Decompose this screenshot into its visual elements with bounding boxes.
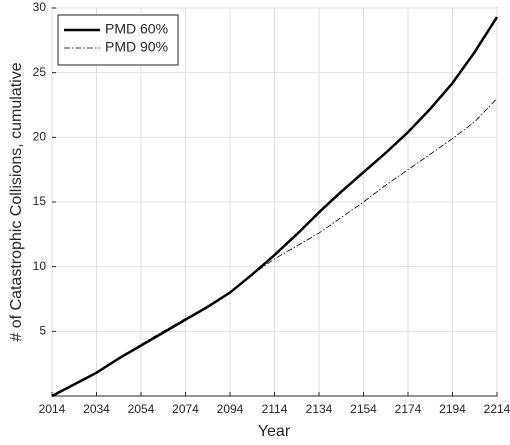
y-tick-label: 5 <box>39 324 46 338</box>
x-axis-label: Year <box>258 423 291 440</box>
x-tick-label: 2214 <box>484 402 510 416</box>
y-tick-label: 25 <box>33 65 47 79</box>
x-tick-label: 2194 <box>439 402 466 416</box>
series-line <box>51 98 498 397</box>
x-tick-label: 2134 <box>306 402 333 416</box>
y-tick-label: 15 <box>33 194 47 208</box>
x-tick-label: 2074 <box>172 402 199 416</box>
x-tick-label: 2014 <box>39 402 66 416</box>
legend-box <box>57 14 179 66</box>
y-tick-label: 30 <box>33 0 47 14</box>
y-axis-label: # of Catastrophic Collisions, cumulative <box>8 62 25 341</box>
legend-label: PMD 90% <box>105 39 168 55</box>
x-tick-label: 2154 <box>350 402 377 416</box>
x-tick-label: 2114 <box>262 402 288 416</box>
x-tick-label: 2174 <box>395 402 422 416</box>
y-tick-label: 10 <box>33 259 47 273</box>
x-tick-label: 2034 <box>83 402 110 416</box>
x-tick-label: 2094 <box>217 402 244 416</box>
x-tick-label: 2054 <box>128 402 155 416</box>
legend-label: PMD 60% <box>105 21 168 37</box>
y-tick-label: 20 <box>33 130 47 144</box>
